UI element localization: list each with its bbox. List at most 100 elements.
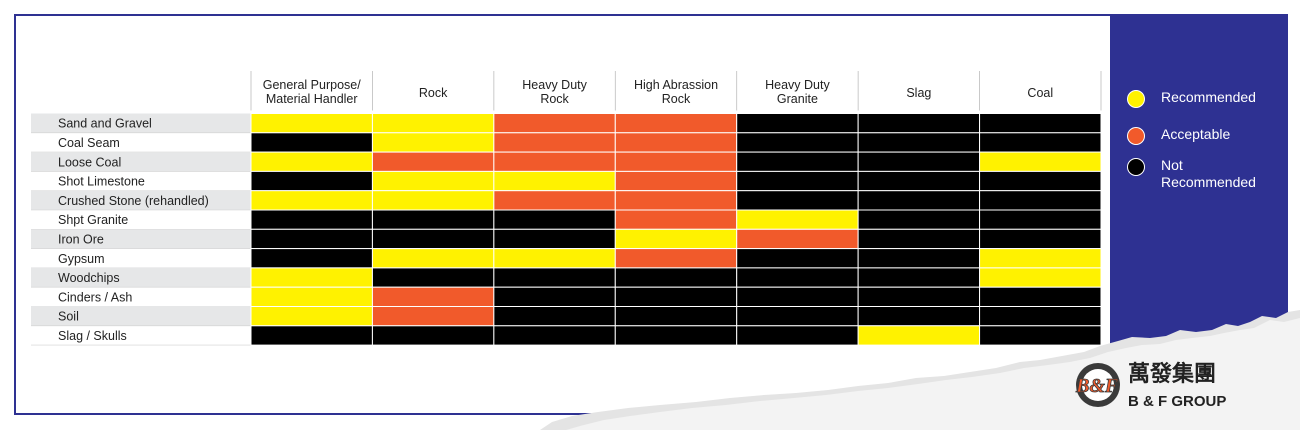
- heatmap-cell: [857, 267, 981, 288]
- column-header: Slag: [906, 86, 931, 100]
- heatmap-cell: [736, 113, 859, 134]
- legend-label-recommended: Recommended: [1161, 89, 1256, 105]
- row-label: Cinders / Ash: [58, 290, 132, 304]
- heatmap-cell: [493, 267, 616, 288]
- heatmap-cell: [493, 170, 616, 192]
- heatmap-cell: [736, 209, 859, 230]
- heatmap-cell: [736, 190, 859, 211]
- heatmap-cell: [493, 325, 616, 346]
- column-header: High Abrassion Rock: [634, 78, 718, 106]
- heatmap-cell: [857, 228, 981, 250]
- row-label: Shpt Granite: [58, 213, 128, 227]
- row-stripe: [31, 190, 251, 210]
- heatmap-cell: [614, 132, 738, 153]
- row-label: Sand and Gravel: [58, 117, 152, 131]
- heatmap-cell: [614, 325, 738, 346]
- heatmap-cell: [250, 170, 373, 192]
- heatmap-cell: [614, 228, 738, 250]
- heatmap-cell: [614, 267, 738, 288]
- bf-group-logo: B&F 萬發集團 B & F GROUP: [1075, 361, 1227, 410]
- row-label: Soil: [58, 310, 79, 324]
- heatmap-cell: [614, 151, 738, 172]
- row-stripe: [31, 113, 251, 133]
- row-label: Iron Ore: [58, 232, 104, 246]
- heatmap-cell: [736, 286, 859, 308]
- column-header: Heavy Duty Rock: [522, 78, 587, 106]
- heatmap-cell: [736, 267, 859, 288]
- column-header: Coal: [1027, 86, 1053, 100]
- heatmap-cell: [371, 248, 495, 269]
- heatmap-cell: [857, 113, 981, 134]
- heatmap-cell: [979, 113, 1102, 134]
- row-stripe: [31, 229, 251, 249]
- legend-swatch-acceptable: [1127, 127, 1145, 145]
- heatmap-cell: [614, 286, 738, 308]
- heatmap-cell: [736, 132, 859, 153]
- legend-swatch-recommended: [1127, 90, 1145, 108]
- heatmap-cell: [857, 190, 981, 211]
- heatmap-cell: [493, 286, 616, 308]
- heatmap-cell: [979, 151, 1102, 172]
- heatmap-cell: [371, 190, 495, 211]
- legend-label-acceptable: Acceptable: [1161, 126, 1231, 142]
- row-stripe: [31, 152, 251, 172]
- heatmap-cell: [979, 306, 1102, 327]
- heatmap-cell: [493, 132, 616, 153]
- heatmap-cell: [250, 267, 373, 288]
- heatmap-cell: [857, 209, 981, 230]
- heatmap-cell: [250, 151, 373, 172]
- row-label: Gypsum: [58, 252, 105, 266]
- heatmap-cell: [371, 151, 495, 172]
- heatmap-cell: [979, 267, 1102, 288]
- row-label: Loose Coal: [58, 155, 121, 169]
- heatmap-cell: [614, 306, 738, 327]
- heatmap-cell: [371, 170, 495, 192]
- heatmap-cell: [736, 306, 859, 327]
- heatmap-cell: [250, 286, 373, 308]
- heatmap-cell: [493, 151, 616, 172]
- heatmap-cell: [979, 286, 1102, 308]
- heatmap-cell: [250, 132, 373, 153]
- logo-chinese-name: 萬發集團: [1128, 361, 1216, 387]
- row-label: Woodchips: [58, 271, 120, 285]
- heatmap-cell: [493, 248, 616, 269]
- heatmap-cell: [736, 151, 859, 172]
- heatmap-cell: [371, 209, 495, 230]
- heatmap-cell: [250, 306, 373, 327]
- legend-swatch-not-recommended: [1127, 158, 1145, 176]
- row-label: Coal Seam: [58, 136, 120, 150]
- legend-not-recommended: Not Recommended: [1127, 157, 1276, 191]
- heatmap-cell: [857, 286, 981, 308]
- row-label: Crushed Stone (rehandled): [58, 194, 209, 208]
- heatmap-cell: [614, 209, 738, 230]
- heatmap-cell: [979, 209, 1102, 230]
- heatmap-cell: [857, 132, 981, 153]
- row-label: Shot Limestone: [58, 175, 145, 189]
- column-header: Rock: [419, 86, 448, 100]
- row-stripe: [31, 306, 251, 326]
- heatmap-cell: [736, 325, 859, 346]
- legend-acceptable: Acceptable: [1127, 126, 1281, 145]
- heatmap-cell: [736, 228, 859, 250]
- heatmap-cell: [371, 113, 495, 134]
- heatmap-cell: [250, 325, 373, 346]
- heatmap-cell: [250, 113, 373, 134]
- column-header: General Purpose/Material Handler: [263, 78, 362, 106]
- heatmap-cell: [493, 209, 616, 230]
- heatmap-cell: [857, 248, 981, 269]
- heatmap-cell: [614, 190, 738, 211]
- heatmap-cell: [371, 228, 495, 250]
- heatmap-cell: [371, 286, 495, 308]
- row-stripe: [31, 267, 251, 288]
- heatmap-cell: [857, 325, 981, 346]
- heatmap-cell: [736, 170, 859, 192]
- gear-icon: [1076, 363, 1120, 407]
- heatmap-cell: [614, 248, 738, 269]
- column-header: Heavy Duty Granite: [765, 78, 830, 106]
- heatmap-cell: [493, 306, 616, 327]
- logo-english-name: B & F GROUP: [1128, 393, 1226, 410]
- heatmap-cell: [371, 306, 495, 327]
- legend-recommended: Recommended: [1127, 89, 1281, 108]
- heatmap-cell: [614, 170, 738, 192]
